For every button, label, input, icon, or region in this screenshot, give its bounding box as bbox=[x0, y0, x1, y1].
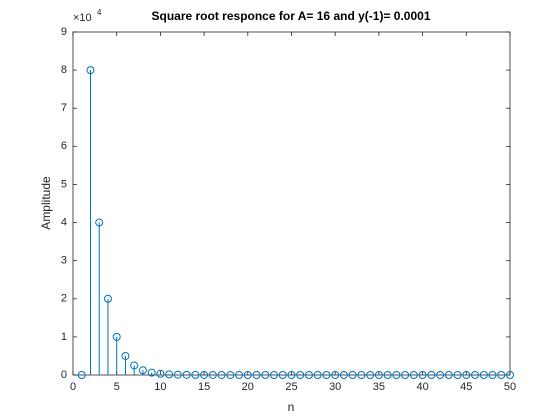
stem-marker bbox=[488, 370, 497, 379]
stem-marker bbox=[86, 66, 95, 75]
y-tick-label: 0 bbox=[61, 369, 67, 381]
stem-marker bbox=[401, 370, 410, 379]
stem-marker bbox=[296, 370, 305, 379]
y-tick-label: 9 bbox=[61, 26, 67, 38]
x-tick-label: 25 bbox=[285, 381, 297, 393]
stem-marker bbox=[270, 370, 279, 379]
stem-marker bbox=[348, 370, 357, 379]
y-tick-label: 1 bbox=[61, 331, 67, 343]
stem-marker bbox=[112, 332, 121, 341]
stem-marker bbox=[235, 370, 244, 379]
stem-marker bbox=[366, 370, 375, 379]
x-axis-label: n bbox=[288, 400, 295, 414]
stem-marker bbox=[453, 370, 462, 379]
y-tick-label: 3 bbox=[61, 255, 67, 267]
stem-marker bbox=[165, 370, 174, 379]
x-tick-label: 50 bbox=[504, 381, 516, 393]
stem-marker bbox=[479, 370, 488, 379]
stem-marker bbox=[331, 370, 340, 379]
stem-marker bbox=[278, 370, 287, 379]
stem-marker bbox=[147, 368, 156, 377]
stem-marker bbox=[392, 370, 401, 379]
y-tick-label: 8 bbox=[61, 64, 67, 76]
stem-marker bbox=[462, 370, 471, 379]
stem-marker bbox=[121, 351, 130, 360]
x-tick-label: 40 bbox=[416, 381, 428, 393]
chart-title: Square root responce for A= 16 and y(-1)… bbox=[152, 9, 431, 23]
x-tick-label: 0 bbox=[70, 381, 76, 393]
stem-marker bbox=[200, 370, 209, 379]
stem-marker bbox=[173, 370, 182, 379]
stem-marker bbox=[339, 370, 348, 379]
stem-marker bbox=[357, 370, 366, 379]
stem-marker bbox=[436, 370, 445, 379]
x-tick-label: 20 bbox=[242, 381, 254, 393]
stem-marker bbox=[103, 294, 112, 303]
y-tick-label: 4 bbox=[61, 216, 67, 228]
stem-marker bbox=[156, 369, 165, 378]
stem-marker bbox=[506, 370, 514, 379]
stem-marker bbox=[444, 370, 453, 379]
stem-marker bbox=[497, 370, 506, 379]
x-tick-label: 30 bbox=[329, 381, 341, 393]
stem-marker bbox=[95, 218, 104, 227]
y-axis-label: Amplitude bbox=[39, 176, 53, 230]
stem-marker bbox=[427, 370, 436, 379]
plot-area bbox=[72, 31, 511, 376]
stem-marker bbox=[287, 370, 296, 379]
stem-marker bbox=[77, 371, 86, 379]
stem-marker bbox=[182, 370, 191, 379]
y-tick-label: 7 bbox=[61, 102, 67, 114]
stem-marker bbox=[138, 366, 147, 375]
stem-marker bbox=[383, 370, 392, 379]
x-tick-label: 45 bbox=[460, 381, 472, 393]
stem-marker bbox=[322, 370, 331, 379]
stem-marker bbox=[261, 370, 270, 379]
y-multiplier: ×10 bbox=[73, 12, 92, 24]
y-tick-label: 5 bbox=[61, 178, 67, 190]
y-tick-label: 6 bbox=[61, 140, 67, 152]
x-tick-label: 5 bbox=[114, 381, 120, 393]
stem-marker bbox=[208, 370, 217, 379]
stem-marker bbox=[418, 370, 427, 379]
y-multiplier-exponent: 4 bbox=[97, 8, 102, 17]
stem-marker bbox=[313, 370, 322, 379]
y-tick-label: 2 bbox=[61, 293, 67, 305]
stem-marker bbox=[471, 370, 480, 379]
stem-marker bbox=[252, 370, 261, 379]
stem-marker bbox=[217, 370, 226, 379]
x-tick-label: 10 bbox=[154, 381, 166, 393]
x-tick-label: 35 bbox=[373, 381, 385, 393]
x-tick-label: 15 bbox=[198, 381, 210, 393]
stem-marker bbox=[409, 370, 418, 379]
stem-marker bbox=[304, 370, 313, 379]
stem-marker bbox=[191, 370, 200, 379]
stem-marker bbox=[243, 370, 252, 379]
stem-marker bbox=[130, 361, 139, 370]
stem-marker bbox=[226, 370, 235, 379]
stem-marker bbox=[374, 370, 383, 379]
